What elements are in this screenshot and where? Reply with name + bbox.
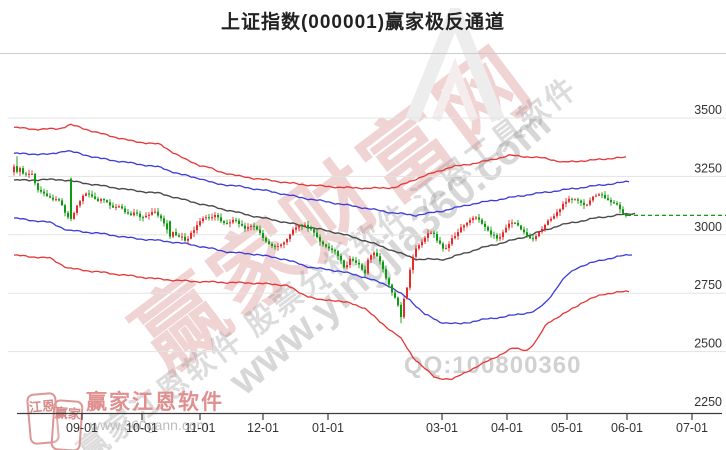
svg-text:09-01: 09-01 xyxy=(66,421,98,435)
svg-text:2250: 2250 xyxy=(694,395,722,409)
upper-blue-channel-line xyxy=(13,150,630,217)
svg-text:3250: 3250 xyxy=(694,161,722,175)
svg-text:3500: 3500 xyxy=(694,103,722,117)
svg-text:11-01: 11-01 xyxy=(184,421,215,435)
gridlines xyxy=(8,117,726,353)
svg-text:06-01: 06-01 xyxy=(611,421,643,435)
lower-red-channel-line xyxy=(13,254,630,381)
candlestick-series xyxy=(13,156,627,324)
svg-text:2500: 2500 xyxy=(694,337,722,351)
svg-text:05-01: 05-01 xyxy=(551,421,583,435)
svg-text:07-01: 07-01 xyxy=(676,421,708,435)
svg-text:10-01: 10-01 xyxy=(126,421,158,435)
svg-text:2750: 2750 xyxy=(694,278,722,292)
yingjia-logo-watermark-icon xyxy=(405,8,505,123)
lower-blue-channel-line xyxy=(13,217,633,325)
brand-name-text: 赢家江恩软件 xyxy=(86,391,224,414)
svg-text:03-01: 03-01 xyxy=(426,421,458,435)
brand-url-text: www.360gann.com xyxy=(90,417,209,433)
svg-text:04-01: 04-01 xyxy=(491,421,523,435)
y-axis-labels: 3500 3250 3000 2750 2500 2250 xyxy=(694,103,722,409)
page-title: 上证指数(000001)赢家极反通道 xyxy=(220,12,506,33)
x-axis: 09-01 10-01 11-01 12-01 01-01 03-01 04-01 05-01… xyxy=(17,412,722,435)
svg-text:01-01: 01-01 xyxy=(312,421,344,435)
upper-red-channel-line xyxy=(13,123,627,190)
middle-channel-line xyxy=(13,178,636,261)
svg-text:3000: 3000 xyxy=(694,220,722,234)
svg-text:12-01: 12-01 xyxy=(247,421,279,435)
